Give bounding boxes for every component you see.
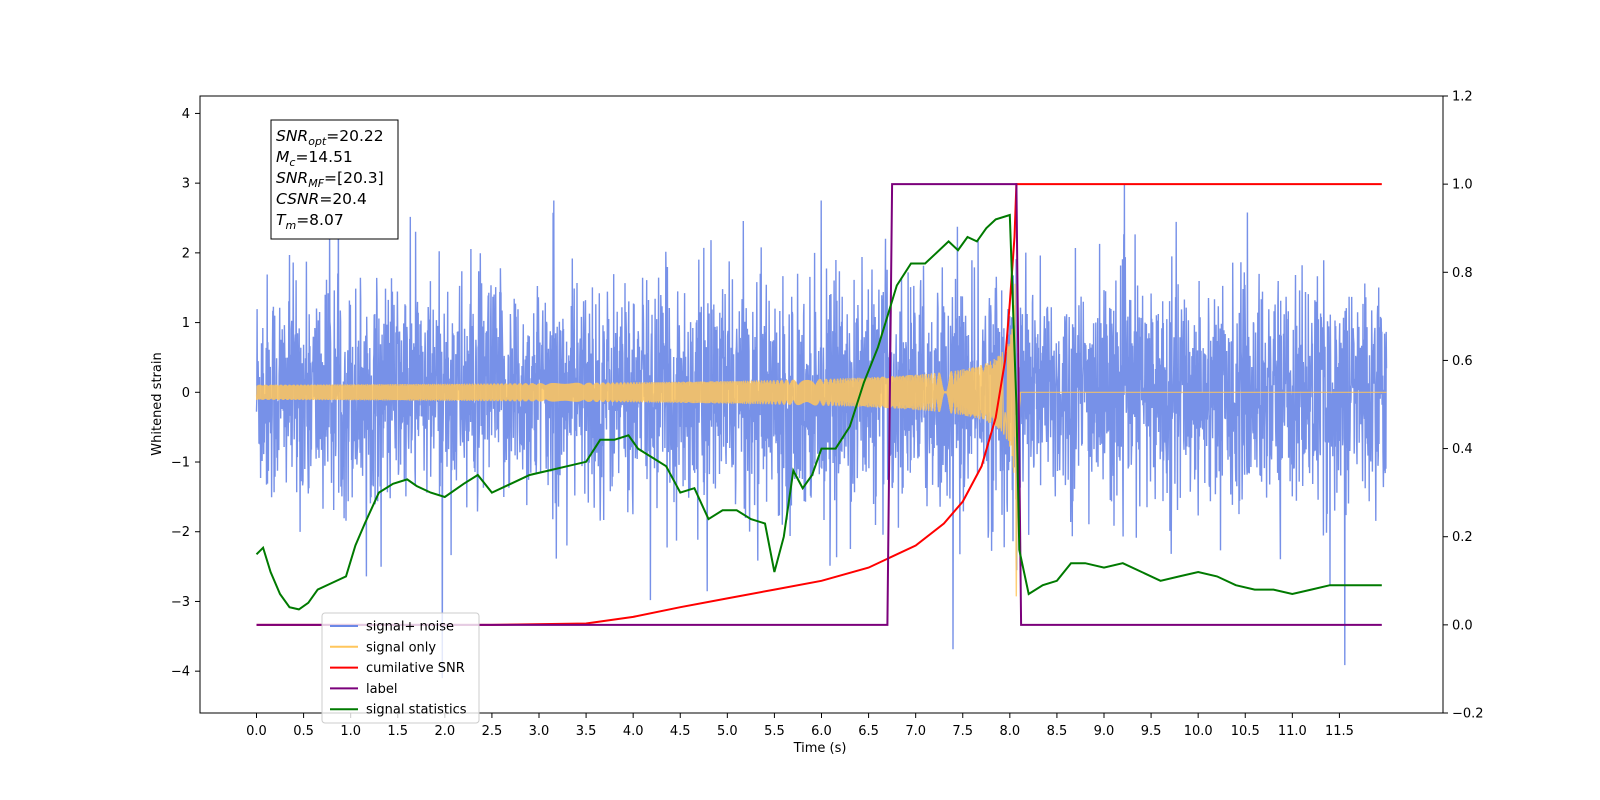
annotation-box: SNRopt=20.22Mc=14.51SNRMF=[20.3]CSNR=20.…	[270, 119, 399, 240]
x-tick-label: 7.0	[905, 724, 926, 739]
x-tick-label: 10.5	[1231, 724, 1260, 739]
x-tick-label: 8.0	[999, 724, 1020, 739]
series-layer	[255, 183, 1388, 679]
x-tick-label: 10.0	[1184, 724, 1213, 739]
x-tick-label: 5.0	[717, 724, 738, 739]
left-y-axis: −4 −3 −2 −1 0 1 2 3 4	[171, 107, 200, 680]
right-y-tick-label: −0.2	[1452, 707, 1484, 722]
x-tick-label: 0.5	[293, 724, 314, 739]
right-y-tick-label: 0.0	[1452, 618, 1473, 633]
x-tick-label: 6.5	[858, 724, 879, 739]
right-y-tick-label: 1.0	[1452, 178, 1473, 193]
right-y-axis: −0.2 0.0 0.2 0.4 0.6 0.8 1.0 1.2	[1443, 90, 1484, 722]
left-y-tick-label: 3	[182, 177, 190, 192]
legend-label: signal only	[366, 640, 436, 655]
annotation-line: CSNR=20.4	[276, 190, 367, 208]
left-y-tick-label: 1	[182, 316, 190, 331]
x-tick-label: 3.5	[576, 724, 597, 739]
left-y-tick-label: 4	[182, 107, 190, 122]
annotation-line: SNRopt=20.22	[276, 127, 384, 148]
legend-label: cumilative SNR	[366, 661, 465, 676]
legend-label: signal statistics	[366, 703, 467, 718]
x-tick-label: 4.0	[623, 724, 644, 739]
annotation-line: SNRMF=[20.3]	[276, 169, 384, 190]
right-y-tick-label: 0.4	[1452, 442, 1473, 457]
legend-frame	[321, 612, 480, 724]
x-tick-label: 9.5	[1141, 724, 1162, 739]
right-y-tick-label: 1.2	[1452, 90, 1473, 105]
annotation-line: Tm=8.07	[276, 211, 344, 232]
label-line	[256, 183, 1382, 626]
left-y-tick-label: 0	[182, 386, 190, 401]
x-tick-label: 8.5	[1047, 724, 1068, 739]
x-tick-label: 7.5	[952, 724, 973, 739]
x-tick-label: 9.0	[1094, 724, 1115, 739]
left-y-tick-label: −2	[171, 525, 190, 540]
x-axis-label: Time (s)	[793, 741, 847, 756]
x-tick-label: 0.0	[246, 724, 267, 739]
cumulative-snr-line	[256, 183, 1382, 626]
right-y-tick-label: 0.2	[1452, 530, 1473, 545]
left-y-tick-label: 2	[182, 246, 190, 261]
x-tick-label: 3.0	[529, 724, 550, 739]
x-tick-label: 6.0	[811, 724, 832, 739]
x-tick-label: 1.5	[387, 724, 408, 739]
signal-only-line	[255, 283, 1387, 597]
y-axis-label: Whitened strain	[150, 352, 165, 455]
x-tick-label: 2.5	[482, 724, 503, 739]
signal-statistics-line	[255, 213, 1382, 611]
x-tick-label: 5.5	[764, 724, 785, 739]
annotation-frame	[270, 119, 399, 240]
legend-label: label	[366, 682, 397, 697]
x-tick-label: 4.5	[670, 724, 691, 739]
legend-label: signal+ noise	[366, 620, 454, 635]
x-tick-label: 11.0	[1278, 724, 1307, 739]
x-tick-label: 1.0	[340, 724, 361, 739]
left-y-tick-label: −3	[171, 595, 190, 610]
x-tick-label: 11.5	[1325, 724, 1354, 739]
left-y-tick-label: −1	[171, 456, 190, 471]
right-y-tick-label: 0.6	[1452, 354, 1473, 369]
legend: signal+ noise signal only cumilative SNR la…	[321, 612, 480, 724]
x-tick-label: 2.0	[434, 724, 455, 739]
right-y-tick-label: 0.8	[1452, 266, 1473, 281]
x-axis: 0.0 0.5 1.0 1.5 2.0 2.5 3.0 3.5 4.0 4.5 5.0 5.5 6.0 6…	[246, 713, 1354, 739]
annotation-line: Mc=14.51	[276, 148, 353, 169]
left-y-tick-label: −4	[171, 665, 190, 680]
